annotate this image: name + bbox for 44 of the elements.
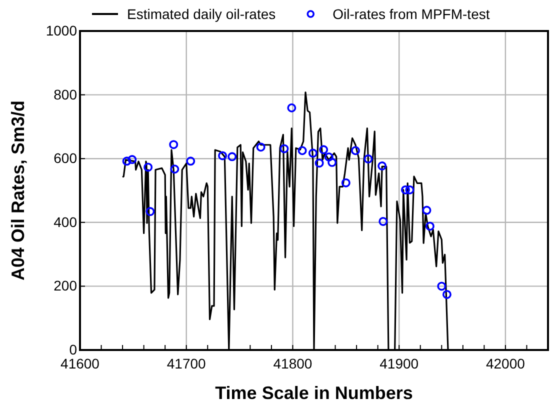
point xyxy=(437,282,446,291)
x-tick-label: 41600 xyxy=(60,355,100,372)
point xyxy=(314,158,324,168)
point xyxy=(350,146,360,156)
y-axis-title: A04 Oil Rates, Sm3/d xyxy=(8,100,28,281)
point xyxy=(146,207,155,216)
x-tick-label: 41700 xyxy=(166,355,206,372)
y-tick-label: 600 xyxy=(54,150,78,166)
point xyxy=(364,154,373,164)
point xyxy=(280,144,289,154)
point xyxy=(378,216,388,226)
point xyxy=(186,156,196,166)
x-tick-label: 41900 xyxy=(380,355,419,372)
point xyxy=(170,164,180,174)
y-tick-label: 1000 xyxy=(46,22,78,38)
point xyxy=(400,185,410,194)
point xyxy=(128,155,137,164)
x-tick-label: 42000 xyxy=(486,355,526,372)
point xyxy=(442,290,452,299)
point xyxy=(422,206,432,215)
point xyxy=(218,151,228,160)
point xyxy=(341,178,350,188)
point xyxy=(256,142,266,152)
point xyxy=(425,222,434,231)
legend-label: Oil-rates from MPFM-test xyxy=(332,6,490,22)
point xyxy=(169,140,178,150)
point xyxy=(328,158,337,167)
point xyxy=(287,103,296,112)
point xyxy=(308,148,318,158)
legend-label: Estimated daily oil-rates xyxy=(127,6,276,22)
point xyxy=(298,146,307,156)
x-axis-title: Time Scale in Numbers xyxy=(215,383,413,403)
y-tick-label: 400 xyxy=(54,214,78,230)
x-tick-label: 41800 xyxy=(273,355,312,372)
point xyxy=(405,185,414,194)
point xyxy=(324,152,334,162)
point xyxy=(378,161,387,170)
point xyxy=(319,145,328,154)
y-tick-label: 800 xyxy=(54,86,78,102)
y-tick-label: 200 xyxy=(54,278,78,294)
point xyxy=(122,156,132,166)
point xyxy=(228,152,237,162)
point xyxy=(144,162,153,172)
y-tick-label: 0 xyxy=(69,341,78,358)
